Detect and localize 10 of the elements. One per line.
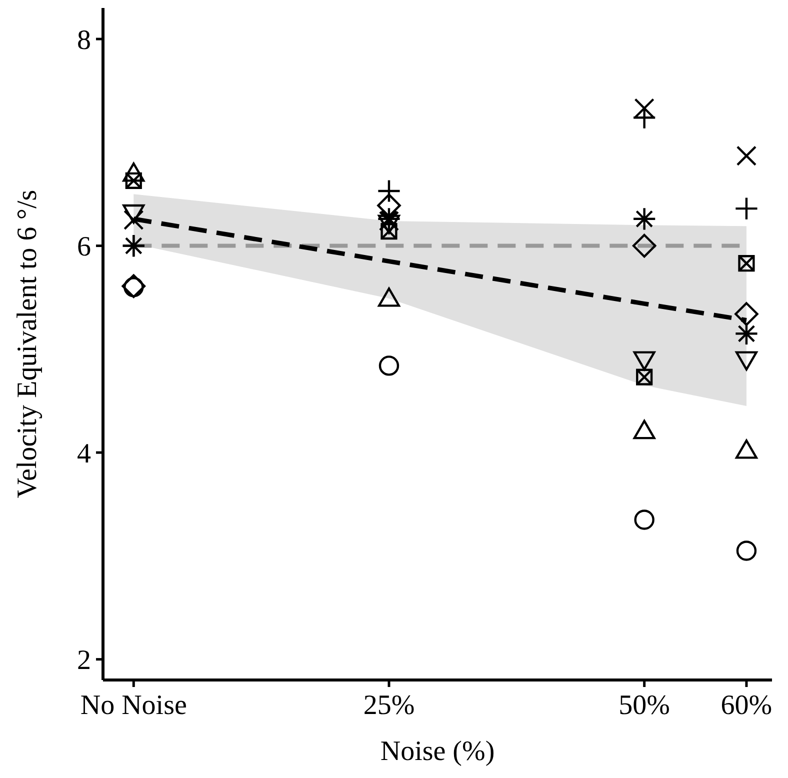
x-tick-label: 25% xyxy=(363,690,415,721)
x-axis-title: Noise (%) xyxy=(380,736,495,767)
y-tick-label: 6 xyxy=(77,232,91,263)
y-axis-title: Velocity Equivalent to 6 °/s xyxy=(12,190,43,498)
x-tick-label: 50% xyxy=(618,690,670,721)
y-tick-label: 2 xyxy=(77,645,91,676)
y-tick-label: 8 xyxy=(77,24,91,56)
y-tick-label: 4 xyxy=(77,438,91,470)
x-tick-label: 60% xyxy=(720,690,772,721)
x-tick-label: No Noise xyxy=(80,690,187,721)
